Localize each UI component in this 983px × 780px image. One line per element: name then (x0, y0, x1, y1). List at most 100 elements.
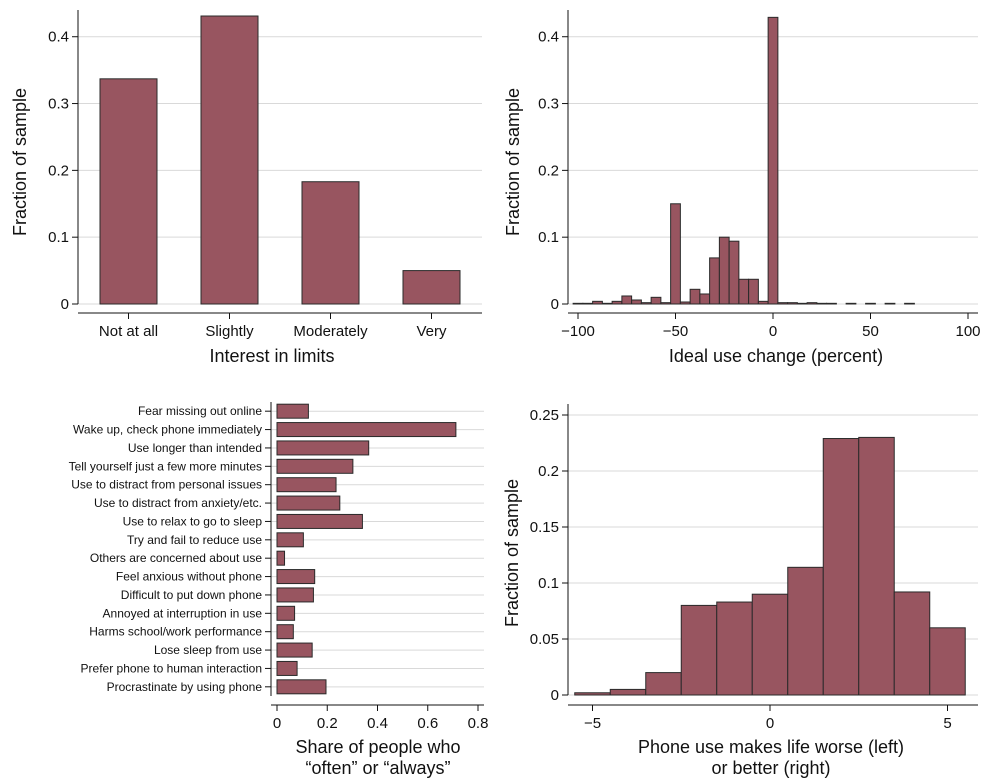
p4-y-tick-label: 0.25 (530, 407, 559, 424)
p4-bar (751, 593, 789, 696)
p1-y-tick-label: 0.3 (48, 96, 69, 113)
p2-bar (728, 240, 740, 305)
p3-bar (276, 587, 314, 603)
p2-y-tick-label: 0.1 (538, 229, 559, 246)
p4-x-tick-label: 0 (766, 715, 774, 732)
p3-category-label: Annoyed at interruption in use (103, 606, 263, 620)
p3-bar (276, 513, 363, 529)
p1-x-axis-label: Interest in limits (209, 346, 334, 366)
p3-x-tick-label: 0.8 (468, 715, 489, 732)
p4-bar (574, 692, 611, 696)
p2-bar (709, 257, 720, 305)
p1-bar (99, 78, 158, 305)
p3-category-label: Use to distract from anxiety/etc. (94, 496, 262, 510)
p2-bar (601, 302, 613, 305)
p3-bar (276, 569, 316, 585)
p1-y-tick-label: 0.4 (48, 29, 69, 46)
p1-category-label: Not at all (99, 323, 158, 340)
p3-bar (276, 642, 313, 658)
p3-category-label: Difficult to put down phone (121, 588, 263, 602)
p3-x-tick-label: 0 (273, 715, 281, 732)
p2-x-axis-label: Ideal use change (percent) (669, 346, 883, 366)
p4-x-tick-label: −5 (584, 715, 601, 732)
p3-bar (276, 660, 298, 676)
p3-category-label: Fear missing out online (138, 404, 262, 418)
p4-y-tick-label: 0.1 (538, 575, 559, 592)
p3-bar (276, 495, 341, 511)
p3-x-tick-label: 0.4 (367, 715, 388, 732)
p2-bar (611, 300, 623, 305)
p3-category-label: Tell yourself just a few more minutes (69, 459, 262, 473)
p3-category-label: Wake up, check phone immediately (73, 423, 262, 437)
panel-ideal-use-change: 0 0.1 0.2 0.3 0.4 −100 −50 0 50 100 Ideal use cha… (503, 10, 981, 366)
p2-bar (679, 301, 691, 305)
p1-category-label: Slightly (205, 323, 254, 340)
p2-bar (689, 288, 701, 305)
p1-category-label: Moderately (293, 323, 368, 340)
panel-interest-in-limits: 0 0.1 0.2 0.3 0.4 Not at all Slightly Moderatel… (10, 10, 482, 366)
p3-x-tick-label: 0.2 (317, 715, 338, 732)
p2-bar (806, 302, 818, 305)
p2-bar (767, 16, 779, 305)
p3-bar (276, 679, 327, 695)
p2-bar (865, 302, 876, 305)
p2-y-tick-label: 0 (551, 296, 559, 313)
p3-category-label: Prefer phone to human interaction (81, 661, 262, 675)
p3-category-label: Procrastinate by using phone (107, 680, 263, 694)
panel-problematic-behaviors: Fear missing out online Wake up, check ph… (69, 402, 489, 778)
p2-bar (572, 302, 584, 305)
p2-y-tick-label: 0.2 (538, 162, 559, 179)
p3-x-axis-label-line2: “often” or “always” (305, 758, 450, 778)
p2-bar (650, 296, 662, 305)
p4-x-tick-label: 5 (943, 715, 951, 732)
p2-y-tick-label: 0.3 (538, 96, 559, 113)
p4-bar (929, 627, 966, 696)
p2-bar (582, 302, 594, 305)
p2-bar (816, 302, 828, 305)
p2-bar (738, 278, 750, 305)
p2-bar (699, 293, 711, 305)
p1-bar (301, 181, 360, 305)
p2-bar (640, 302, 652, 305)
p2-bar (631, 299, 642, 305)
p2-bar (796, 302, 808, 305)
p4-y-tick-label: 0.2 (538, 463, 559, 480)
p2-bar (826, 302, 837, 305)
p3-x-axis-label-line1: Share of people who (295, 737, 460, 757)
p3-category-label: Use to relax to go to sleep (123, 514, 263, 528)
p2-x-tick-label: −50 (663, 323, 688, 340)
p2-bar (660, 302, 672, 305)
p1-y-tick-label: 0.2 (48, 162, 69, 179)
p2-x-tick-label: 100 (955, 323, 980, 340)
p4-y-tick-label: 0.15 (530, 519, 559, 536)
p3-category-label: Harms school/work performance (89, 625, 262, 639)
p3-category-label: Use longer than intended (128, 441, 262, 455)
p3-bar (276, 624, 294, 640)
p2-bar (718, 236, 730, 305)
p2-bar (884, 302, 896, 305)
p3-category-label: Lose sleep from use (154, 643, 262, 657)
p4-bar (716, 601, 753, 696)
p4-x-axis-label-line2: or better (right) (711, 758, 830, 778)
p4-y-tick-label: 0 (551, 687, 559, 704)
p3-bar (276, 458, 354, 474)
p2-x-tick-label: 50 (862, 323, 879, 340)
p3-bar (276, 550, 286, 566)
p1-y-tick-label: 0.1 (48, 229, 69, 246)
p4-y-axis-label: Fraction of sample (502, 479, 522, 627)
p4-bar (609, 688, 647, 696)
p2-bar (592, 300, 603, 305)
p3-bar (276, 605, 296, 621)
p2-bar (621, 295, 633, 305)
p4-bar (893, 591, 931, 696)
p1-bar (402, 270, 461, 305)
p2-bar (670, 203, 681, 305)
p4-bar (822, 438, 860, 696)
p4-bar (680, 604, 718, 696)
p3-bar (276, 532, 304, 548)
p1-y-tick-label: 0 (61, 296, 69, 313)
p4-x-axis-label-line1: Phone use makes life worse (left) (638, 737, 904, 757)
p2-bar (748, 278, 759, 305)
p2-bar (904, 302, 915, 305)
